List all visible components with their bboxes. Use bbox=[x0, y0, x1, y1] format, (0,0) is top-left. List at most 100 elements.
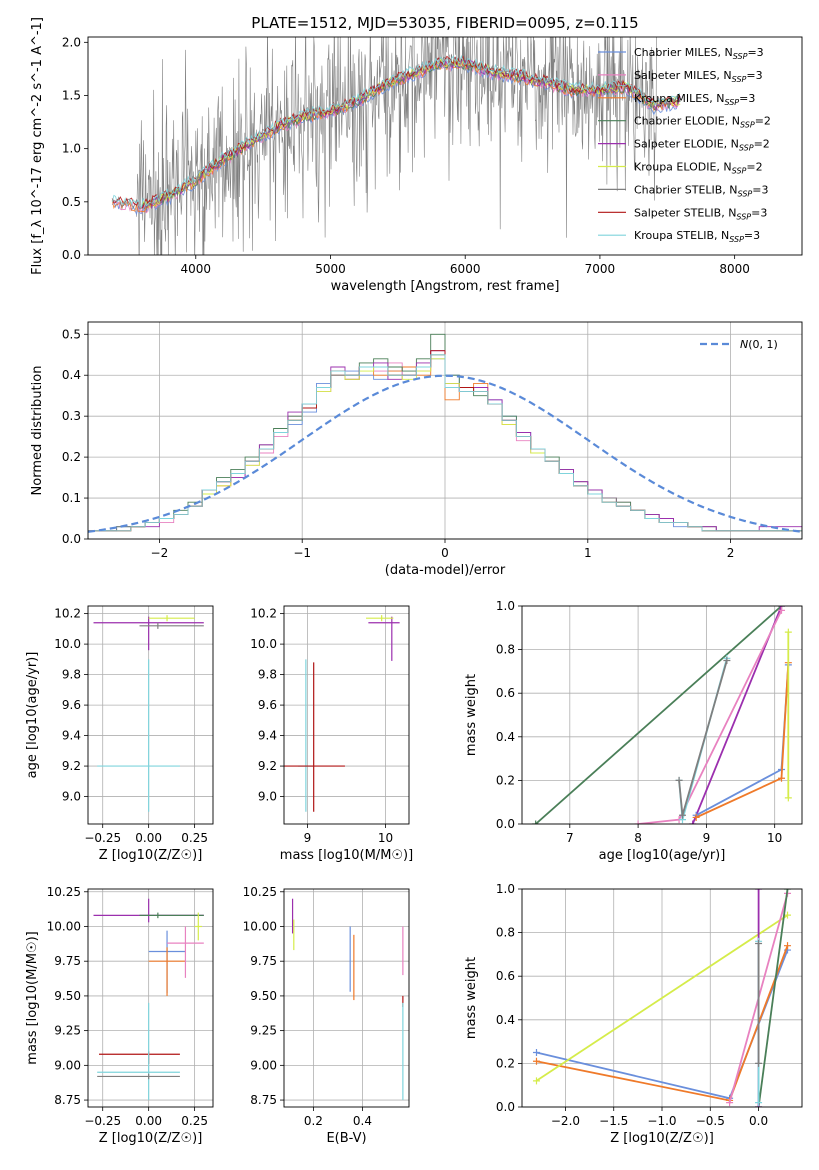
x-tick-label: −1.0 bbox=[647, 1114, 676, 1128]
y-axis-label: mass weight bbox=[464, 957, 479, 1039]
x-tick-label: 0.25 bbox=[181, 1114, 208, 1128]
y-tick-label: 10.00 bbox=[243, 919, 277, 933]
legend-label: Chabrier MILES, NSSP=3 bbox=[634, 46, 764, 61]
x-tick-label: −1 bbox=[293, 546, 311, 560]
weight-point-marker bbox=[755, 1099, 763, 1107]
weight-point-marker bbox=[784, 942, 792, 950]
plot-area-age_vs_Z bbox=[93, 615, 204, 812]
x-tick-label: 0.0 bbox=[749, 1114, 768, 1128]
y-tick-label: 0.8 bbox=[496, 643, 515, 657]
x-tick-label: 7 bbox=[566, 831, 574, 845]
x-axis-label: wavelength [Angstrom, rest frame] bbox=[331, 279, 560, 294]
x-tick-label: 0.2 bbox=[304, 1114, 323, 1128]
y-tick-label: 1.0 bbox=[62, 142, 81, 156]
axes-mass_vs_Z: −0.25 0.00 0.25 8.75 9.00 9.25 9.50 9.75 10.00 10… bbox=[25, 885, 213, 1146]
x-tick-label: 1 bbox=[584, 546, 592, 560]
weight-point-marker bbox=[692, 813, 700, 821]
y-tick-label: 1.0 bbox=[496, 599, 515, 613]
y-tick-label: 0.6 bbox=[496, 969, 515, 983]
axes-frame-spectrum bbox=[87, 36, 803, 256]
y-tick-label: 10.00 bbox=[47, 919, 81, 933]
y-axis-label: mass [log10(M/M☉)] bbox=[25, 931, 40, 1064]
y-tick-label: 9.0 bbox=[62, 790, 81, 804]
x-tick-label: 0.00 bbox=[135, 1114, 162, 1128]
x-axis-label: Z [log10(Z/Z☉)] bbox=[99, 1131, 203, 1146]
residuals-legend: N(0, 1) bbox=[700, 338, 778, 351]
y-tick-label: 10.0 bbox=[54, 637, 81, 651]
axes-frame-mass_vs_ebv bbox=[283, 888, 410, 1108]
axes-frame-weight_vs_Z bbox=[521, 888, 803, 1108]
x-tick-label: −0.25 bbox=[84, 1114, 121, 1128]
y-tick-label: 10.0 bbox=[250, 637, 277, 651]
x-tick-label: 2 bbox=[727, 546, 735, 560]
weight-point-marker bbox=[532, 820, 540, 824]
x-axis-label: mass [log10(M/M☉)] bbox=[280, 848, 413, 863]
x-tick-label: 0.00 bbox=[135, 831, 162, 845]
legend-label: Kroupa MILES, NSSP=3 bbox=[634, 92, 755, 107]
y-axis-label: mass weight bbox=[464, 674, 479, 756]
axes-frame-weight_vs_age bbox=[521, 605, 803, 825]
weight-point-marker bbox=[532, 1057, 540, 1065]
plot-area-mass_vs_ebv bbox=[291, 898, 404, 1101]
weight-point-marker bbox=[778, 606, 786, 614]
x-tick-label: 4000 bbox=[181, 262, 212, 276]
y-axis-label: Flux [f_λ 10^-17 erg cm^-2 s^-1 A^-1] bbox=[30, 17, 45, 275]
model-spectrum-line bbox=[111, 61, 680, 216]
x-tick-label: 5000 bbox=[315, 262, 346, 276]
weight-point-marker bbox=[675, 776, 683, 784]
y-tick-label: 0.4 bbox=[62, 368, 81, 382]
legend-label: Chabrier STELIB, NSSP=3 bbox=[634, 183, 768, 198]
weight-point-marker bbox=[755, 1059, 763, 1067]
y-tick-label: 1.0 bbox=[496, 882, 515, 896]
y-tick-label: 9.00 bbox=[54, 1058, 81, 1072]
y-tick-label: 9.25 bbox=[54, 1024, 81, 1038]
axes-frame-age_vs_mass bbox=[283, 605, 410, 825]
y-tick-label: 9.75 bbox=[250, 954, 277, 968]
plot-area-residuals bbox=[88, 333, 802, 539]
y-tick-label: 9.75 bbox=[54, 954, 81, 968]
y-tick-label: 0.0 bbox=[62, 532, 81, 546]
y-tick-label: 9.8 bbox=[62, 668, 81, 682]
weight-point-marker bbox=[755, 889, 763, 893]
legend-label: Salpeter ELODIE, NSSP=2 bbox=[634, 138, 770, 153]
axes-residuals: −2 −1 0 1 2 0.0 0.1 0.2 0.3 0.4 0.5 (data-model)/er… bbox=[30, 322, 802, 578]
x-tick-label: 7000 bbox=[585, 262, 616, 276]
weight-point-marker bbox=[532, 1077, 540, 1085]
plot-area-mass_vs_Z bbox=[93, 898, 204, 1101]
x-tick-label: 9 bbox=[304, 831, 312, 845]
axes-frame-age_vs_Z bbox=[87, 605, 214, 825]
y-tick-label: 9.0 bbox=[258, 790, 277, 804]
histogram-step-line bbox=[88, 354, 802, 539]
y-tick-label: 0.0 bbox=[496, 817, 515, 831]
model-spectrum-line bbox=[111, 54, 681, 209]
weight-point-marker bbox=[784, 628, 792, 636]
y-axis-label: Normed distribution bbox=[30, 366, 45, 496]
axes-spectrum: 4000 5000 6000 7000 8000 0.0 0.5 1.0 1.5 2.0 wavel… bbox=[30, 17, 750, 294]
axes-frame-mass_vs_Z bbox=[87, 888, 214, 1108]
legend-label: Kroupa ELODIE, NSSP=2 bbox=[634, 161, 763, 176]
weight-point-marker bbox=[723, 657, 731, 664]
weight-series-line bbox=[757, 889, 789, 1107]
x-tick-label: −1.5 bbox=[599, 1114, 628, 1128]
gaussian-reference-line bbox=[88, 374, 802, 533]
x-tick-label: 8 bbox=[634, 831, 642, 845]
legend-label: Salpeter STELIB, NSSP=3 bbox=[634, 206, 767, 221]
legend-label: Kroupa STELIB, NSSP=3 bbox=[634, 229, 760, 244]
y-tick-label: 9.8 bbox=[258, 668, 277, 682]
x-tick-label: −2 bbox=[151, 546, 169, 560]
y-tick-label: 9.2 bbox=[62, 759, 81, 773]
weight-point-marker bbox=[784, 794, 792, 802]
axes-weight_vs_Z: −2.0 −1.5 −1.0 −0.5 0.0 0.0 0.2 0.4 0.6 0.8 1.0 Z [… bbox=[464, 882, 802, 1146]
y-tick-label: 9.00 bbox=[250, 1058, 277, 1072]
weight-point-marker bbox=[784, 911, 792, 919]
weight-point-marker bbox=[726, 1099, 734, 1107]
y-tick-label: 9.25 bbox=[250, 1024, 277, 1038]
weight-point-marker bbox=[778, 774, 786, 782]
y-tick-label: 10.25 bbox=[47, 885, 81, 899]
y-axis-label: age [log10(age/yr)] bbox=[25, 652, 40, 779]
y-tick-label: 0.1 bbox=[62, 491, 81, 505]
y-tick-label: 2.0 bbox=[62, 35, 81, 49]
weight-point-marker bbox=[532, 1049, 540, 1056]
y-tick-label: 10.2 bbox=[250, 607, 277, 621]
